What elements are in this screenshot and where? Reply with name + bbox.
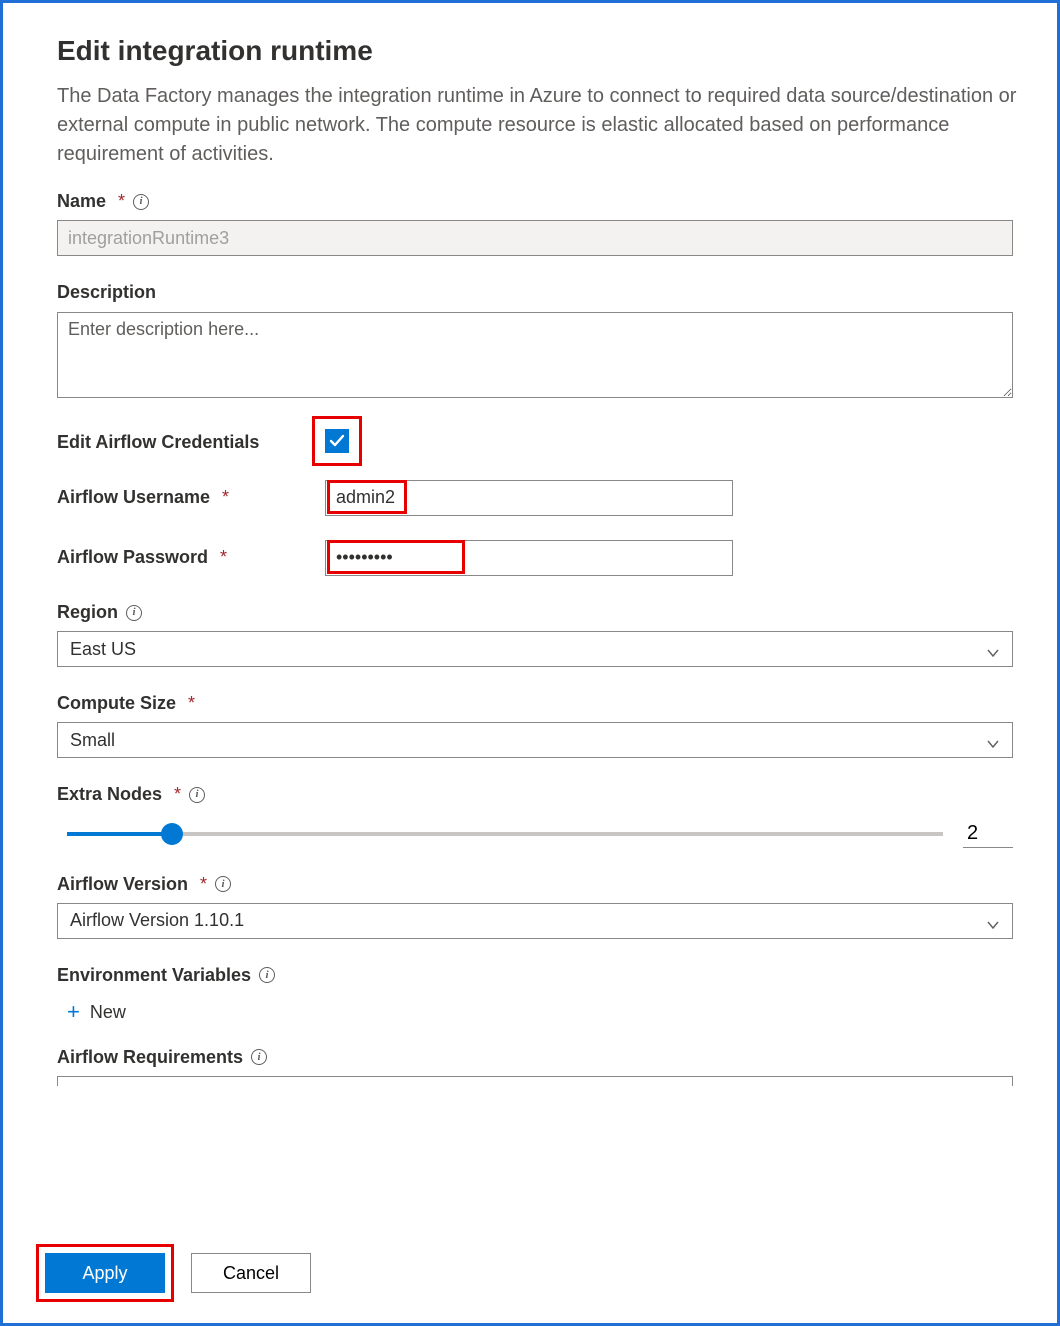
requirements-input-partial[interactable] bbox=[57, 1076, 1013, 1086]
field-compute-size: Compute Size * Small bbox=[57, 691, 1013, 758]
description-label: Description bbox=[57, 280, 156, 305]
field-edit-credentials: Edit Airflow Credentials bbox=[57, 429, 1013, 456]
name-label: Name bbox=[57, 189, 106, 214]
airflow-version-select[interactable]: Airflow Version 1.10.1 bbox=[57, 903, 1013, 939]
airflow-username-input[interactable] bbox=[325, 480, 733, 516]
compute-size-value: Small bbox=[70, 728, 115, 753]
info-icon[interactable]: i bbox=[259, 967, 275, 983]
dialog-description: The Data Factory manages the integration… bbox=[57, 82, 1021, 169]
description-input[interactable] bbox=[57, 312, 1013, 398]
field-airflow-username: Airflow Username * bbox=[57, 480, 1013, 516]
info-icon[interactable]: i bbox=[126, 605, 142, 621]
cancel-button[interactable]: Cancel bbox=[191, 1253, 311, 1293]
add-new-label: New bbox=[90, 1000, 126, 1025]
airflow-version-label: Airflow Version bbox=[57, 872, 188, 897]
add-env-var-button[interactable]: + New bbox=[67, 1000, 126, 1025]
airflow-requirements-label: Airflow Requirements bbox=[57, 1045, 243, 1070]
dialog-title: Edit integration runtime bbox=[57, 31, 1021, 70]
required-star: * bbox=[222, 485, 229, 510]
region-select[interactable]: East US bbox=[57, 631, 1013, 667]
required-star: * bbox=[118, 189, 125, 214]
required-star: * bbox=[200, 872, 207, 897]
dialog-edit-integration-runtime: Edit integration runtime The Data Factor… bbox=[0, 0, 1060, 1326]
slider-fill bbox=[67, 832, 172, 836]
field-airflow-version: Airflow Version * i Airflow Version 1.10… bbox=[57, 872, 1013, 939]
edit-credentials-label: Edit Airflow Credentials bbox=[57, 430, 259, 455]
field-name: Name * i bbox=[57, 189, 1013, 256]
field-airflow-password: Airflow Password * bbox=[57, 540, 1013, 576]
check-icon bbox=[329, 433, 345, 449]
airflow-version-value: Airflow Version 1.10.1 bbox=[70, 908, 244, 933]
required-star: * bbox=[188, 691, 195, 716]
chevron-down-icon bbox=[986, 642, 1000, 656]
region-label: Region bbox=[57, 600, 118, 625]
edit-credentials-checkbox[interactable] bbox=[325, 429, 349, 453]
required-star: * bbox=[174, 782, 181, 807]
extra-nodes-slider[interactable] bbox=[67, 832, 943, 836]
field-description: Description bbox=[57, 280, 1013, 404]
extra-nodes-label: Extra Nodes bbox=[57, 782, 162, 807]
field-env-vars: Environment Variables i + New bbox=[57, 963, 1013, 1027]
apply-button[interactable]: Apply bbox=[45, 1253, 165, 1293]
field-extra-nodes: Extra Nodes * i bbox=[57, 782, 1013, 847]
plus-icon: + bbox=[67, 1001, 80, 1023]
field-airflow-requirements: Airflow Requirements i bbox=[57, 1045, 1013, 1086]
chevron-down-icon bbox=[986, 733, 1000, 747]
info-icon[interactable]: i bbox=[189, 787, 205, 803]
airflow-password-input[interactable] bbox=[325, 540, 733, 576]
dialog-footer: Apply Cancel bbox=[39, 1247, 311, 1299]
env-vars-label: Environment Variables bbox=[57, 963, 251, 988]
compute-size-select[interactable]: Small bbox=[57, 722, 1013, 758]
slider-thumb[interactable] bbox=[161, 823, 183, 845]
airflow-username-label: Airflow Username bbox=[57, 485, 210, 510]
name-input bbox=[57, 220, 1013, 256]
info-icon[interactable]: i bbox=[251, 1049, 267, 1065]
airflow-password-label: Airflow Password bbox=[57, 545, 208, 570]
info-icon[interactable]: i bbox=[215, 876, 231, 892]
required-star: * bbox=[220, 545, 227, 570]
compute-size-label: Compute Size bbox=[57, 691, 176, 716]
region-value: East US bbox=[70, 637, 136, 662]
chevron-down-icon bbox=[986, 914, 1000, 928]
field-region: Region i East US bbox=[57, 600, 1013, 667]
extra-nodes-value[interactable] bbox=[963, 820, 1013, 848]
info-icon[interactable]: i bbox=[133, 194, 149, 210]
highlight-box: Apply bbox=[39, 1247, 171, 1299]
